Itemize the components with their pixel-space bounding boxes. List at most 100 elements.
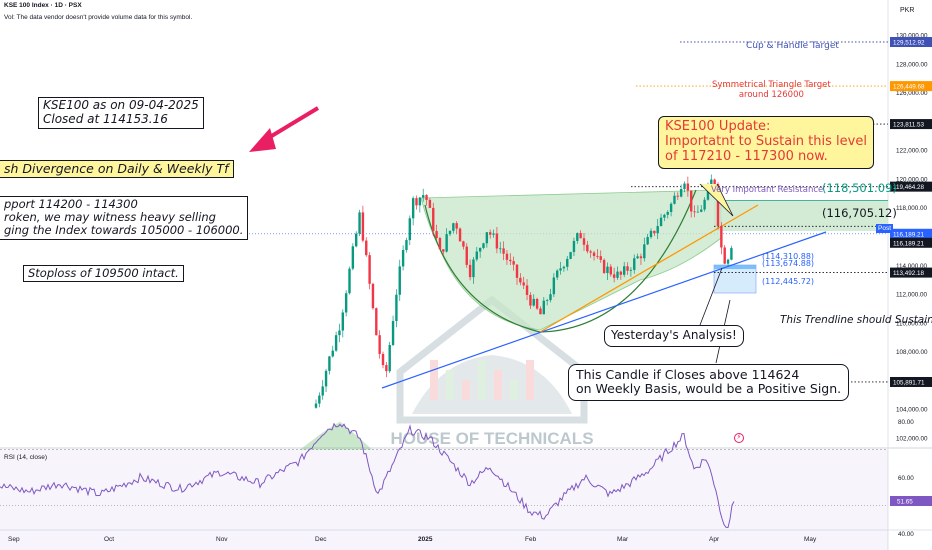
price-tag [890, 81, 932, 92]
candle-body [438, 237, 442, 250]
candle-body [669, 203, 673, 212]
candle-body [328, 356, 331, 371]
candle-body [489, 232, 492, 235]
candle-body [385, 365, 388, 372]
level-116705: (116,705.12) [822, 206, 897, 220]
candle-body [324, 370, 328, 387]
candle-body [358, 212, 361, 234]
y-tick-label: 112,000.00 [896, 292, 928, 299]
candle-body [623, 266, 626, 275]
price-tag-label: 129,512.92 [893, 40, 925, 47]
candle-body [579, 233, 582, 239]
level-114310: (114,310.88) [762, 252, 815, 261]
candle-body [673, 195, 676, 204]
watermark-bar [462, 380, 470, 400]
candle-body [629, 269, 633, 271]
candle-body [649, 230, 653, 238]
callout-pointer [699, 183, 734, 217]
candle-body [318, 395, 321, 404]
x-tick-label: Feb [525, 536, 537, 543]
triangle-target-label: Symmetrical Triangle Target around 12600… [712, 80, 831, 100]
candle-body [576, 233, 579, 241]
candle-body [539, 308, 542, 315]
candle-body [455, 223, 458, 229]
candle-body [726, 259, 730, 264]
x-tick-label: Nov [216, 536, 228, 543]
rsi-line [0, 422, 735, 529]
candle-body [499, 248, 502, 250]
price-tag [890, 228, 932, 239]
candle-body [643, 244, 646, 259]
candle-body [485, 232, 489, 244]
candle-body [381, 353, 385, 366]
candle-body [683, 183, 686, 189]
candle-body [341, 312, 344, 331]
candle-body [425, 195, 428, 200]
x-tick-label: 2025 [418, 536, 433, 543]
candles [314, 174, 733, 409]
candle-body [532, 298, 535, 306]
x-tick-label: Oct [104, 536, 114, 543]
price-tag [890, 237, 932, 248]
x-tick-label: Mar [617, 536, 629, 543]
info-box: KSE100 as on 09-04-2025 Closed at 114153… [38, 97, 204, 129]
y-tick-label: 122,000.00 [896, 148, 928, 155]
candle-body [592, 252, 596, 256]
candle-body [616, 271, 619, 278]
candle-body [656, 226, 659, 234]
price-tag [890, 376, 932, 387]
candle-body [676, 195, 679, 197]
candle-body [552, 277, 556, 295]
candle-body [432, 207, 435, 232]
x-tick-label: Dec [315, 536, 327, 543]
watermark-bull [412, 355, 572, 414]
candle-body [723, 247, 726, 264]
watermark-bar [430, 360, 438, 400]
y-tick-label: 126,000.00 [896, 90, 928, 97]
candle-body [596, 255, 599, 257]
price-tag [890, 119, 932, 130]
candle-body [562, 266, 566, 269]
candle-body [415, 198, 418, 206]
y-tick-label: 130,000.00 [896, 33, 928, 40]
rsi-tick-label: 60.00 [898, 475, 914, 482]
candle-body [375, 308, 378, 336]
x-tick-label: May [804, 536, 817, 543]
candle-body [505, 253, 509, 260]
lightning-icon[interactable]: ⚡ [734, 433, 744, 443]
price-tag-label: 116,189.21 [893, 240, 925, 247]
candle-note: This Candle if Closes above 114624 on We… [568, 364, 850, 401]
candle-body [653, 230, 656, 234]
candle-body [411, 198, 415, 219]
candle-body [522, 282, 525, 286]
candle-body [338, 330, 341, 336]
candle-body [334, 335, 338, 351]
candle-body [696, 211, 700, 213]
watermark-bar [510, 380, 518, 400]
candle-body [492, 233, 495, 235]
price-tag-label: 126,449.68 [893, 84, 925, 91]
y-tick-label: 114,000.00 [896, 263, 928, 270]
candle-body [371, 283, 375, 309]
candle-body [700, 209, 703, 212]
watermark-bar [446, 370, 454, 400]
candle-body [401, 249, 405, 267]
candle-body [321, 386, 324, 396]
candle-body [545, 300, 549, 301]
candle-body [612, 274, 616, 278]
candle-body [686, 183, 690, 191]
update-callout: KSE100 Update: Importatnt to Sustain thi… [658, 116, 874, 169]
candle-body [519, 277, 522, 283]
currency-label[interactable]: PKR [900, 7, 915, 14]
yesterday-label: Yesterday's Analysis! [604, 325, 744, 347]
candle-body [693, 211, 696, 213]
candle-body [633, 258, 636, 270]
candle-body [582, 238, 586, 245]
yesterday-pointer [699, 267, 723, 326]
candle-body [442, 249, 445, 252]
candle-body [589, 251, 592, 253]
candle-body [472, 259, 475, 278]
rsi-tick-label: 80.00 [898, 419, 914, 426]
candle-body [713, 179, 716, 185]
